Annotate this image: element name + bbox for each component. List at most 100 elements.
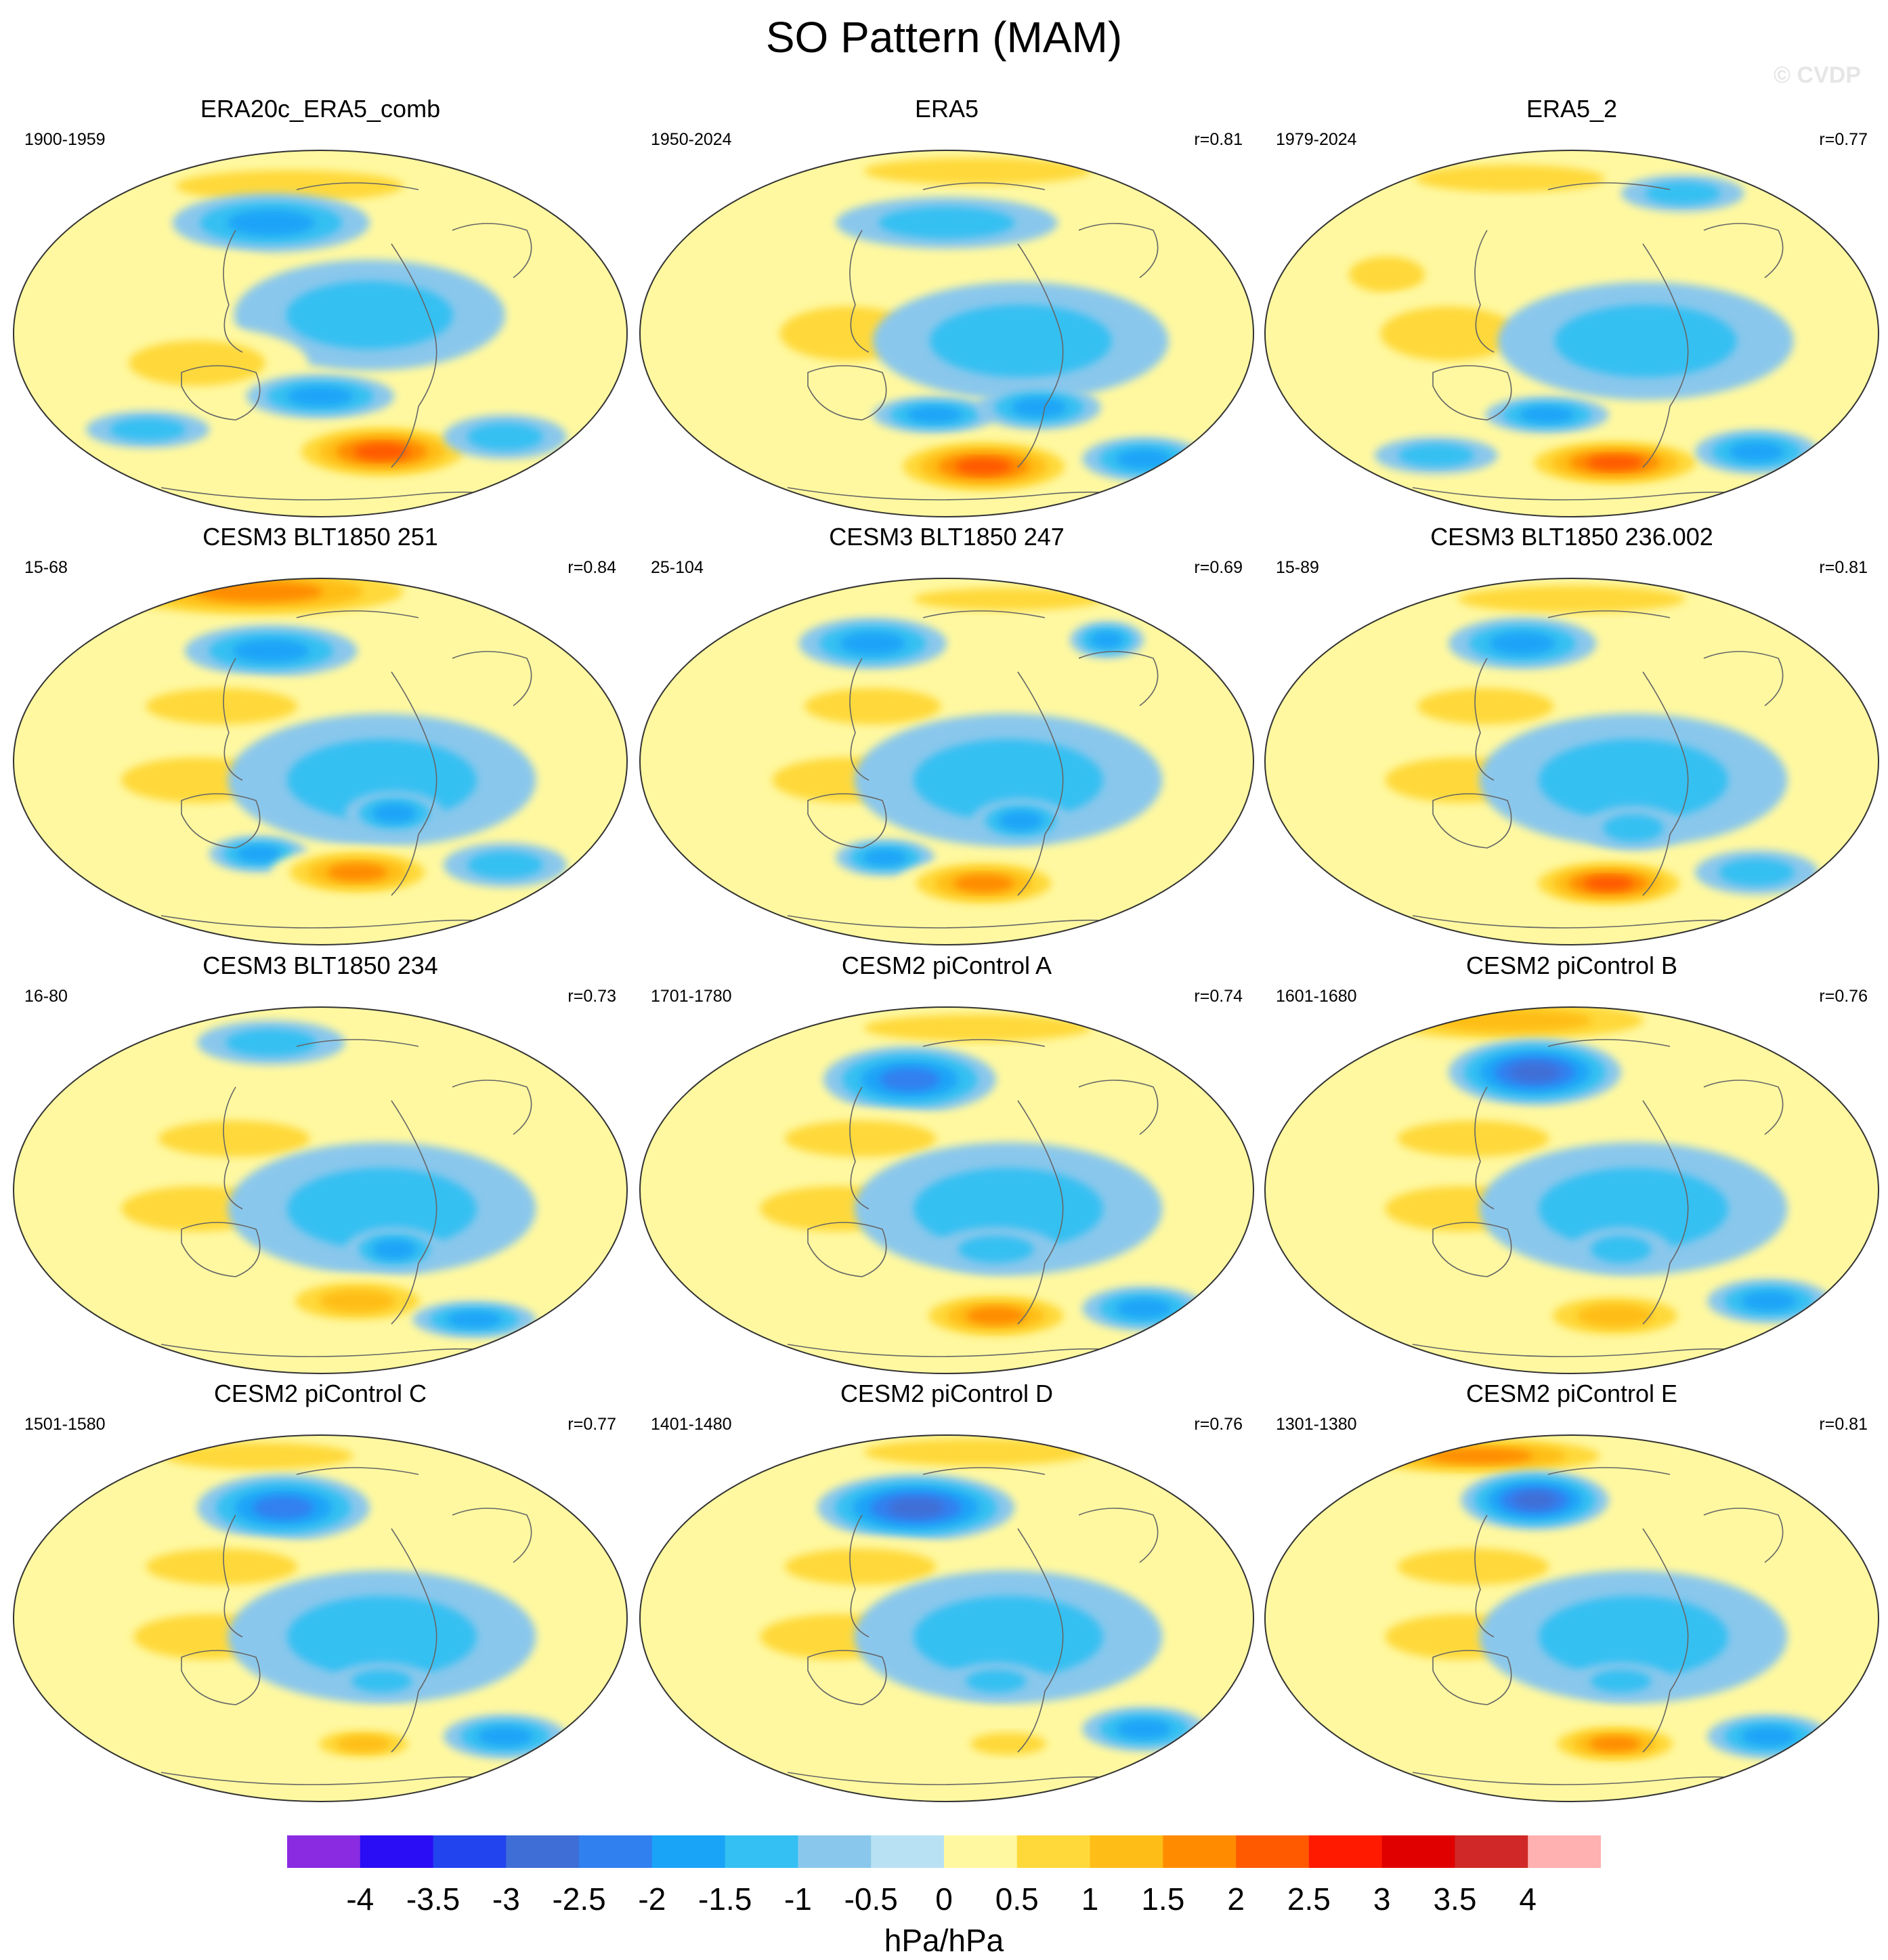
contour-region (194, 581, 323, 602)
contour-region (1425, 1448, 1533, 1464)
colorbar-swatch (651, 1835, 726, 1868)
contour-region (863, 1014, 1092, 1042)
map-figure (639, 1434, 1254, 1802)
coastline (1703, 1080, 1784, 1135)
coastline (1017, 1528, 1064, 1753)
contour-region (1397, 1120, 1549, 1157)
panel-correlation: r=0.81 (1194, 130, 1243, 149)
colorbar-swatch (1236, 1835, 1310, 1868)
colorbar-tick-label: -1.5 (698, 1881, 752, 1917)
panel-period: 1701-1780 (651, 987, 732, 1006)
colorbar-tick-label: -3.5 (406, 1881, 460, 1917)
map-panel: ERA20c_ERA5_comb 1900-1959 (12, 95, 628, 517)
coastline (1017, 671, 1064, 896)
contour-region (1729, 442, 1784, 462)
colorbar-tick-label: -0.5 (844, 1881, 898, 1917)
panel-period: 1979-2024 (1276, 130, 1357, 149)
contour-region (1539, 739, 1728, 822)
map-border (639, 1434, 1254, 1802)
map-panel: CESM2 piControl A 1701-1780 r=0.74 (639, 952, 1255, 1374)
panel-correlation: r=0.69 (1194, 558, 1243, 577)
coastline (1703, 651, 1784, 706)
contour-region (351, 1669, 412, 1692)
coastline (1642, 243, 1689, 468)
panel-title: CESM2 piControl E (1465, 1380, 1678, 1407)
contour-region (914, 739, 1103, 822)
panel-period: 1900-1959 (24, 130, 106, 149)
map-panel: CESM3 BLT1850 247 25-104 r=0.69 (639, 523, 1255, 945)
coastline (922, 1467, 1046, 1475)
colorbar-tick-label: 2 (1227, 1881, 1245, 1917)
panel-correlation: r=0.77 (1819, 130, 1868, 149)
coastline (849, 1086, 870, 1210)
panel-period: 1301-1380 (1276, 1415, 1357, 1434)
coastline (1474, 230, 1495, 353)
contour-region (970, 1732, 1046, 1755)
map-figure (639, 578, 1254, 945)
contour-region (804, 687, 941, 725)
coastline (1547, 1039, 1671, 1047)
coastline (452, 1080, 532, 1135)
colorbar-tick-label: 1.5 (1141, 1881, 1184, 1917)
coastline (391, 1528, 437, 1753)
contour-region (784, 1548, 937, 1585)
map-figure (1264, 1006, 1879, 1374)
contour-region (175, 170, 404, 202)
coastline (1547, 1467, 1671, 1475)
panel-title: CESM3 BLT1850 234 (202, 952, 438, 979)
coastline (452, 223, 532, 278)
contour-region (1489, 632, 1556, 656)
coastline (296, 182, 419, 190)
contour-region (1741, 1726, 1797, 1747)
contour-region (863, 849, 907, 866)
map-border (13, 578, 628, 945)
map-panel: CESM2 piControl B 1601-1680 r=0.76 (1264, 952, 1880, 1374)
map-figure (639, 150, 1254, 517)
contour-region (887, 1497, 945, 1518)
contour-region (998, 811, 1043, 831)
contour-region (1116, 1719, 1172, 1739)
coastline (181, 793, 261, 849)
map-border (1264, 1006, 1879, 1374)
contour-region (253, 1495, 314, 1520)
map-figure (13, 150, 628, 517)
contour-region (1012, 397, 1067, 418)
panel-title: CESM3 BLT1850 251 (202, 523, 438, 551)
contour-region (327, 863, 387, 882)
contour-region (226, 1029, 317, 1057)
contour-region (232, 639, 309, 662)
colorbar-swatch (871, 1835, 945, 1868)
coastline (1703, 1508, 1784, 1563)
contour-region (966, 1306, 1027, 1325)
panel-title: CESM3 BLT1850 247 (829, 523, 1065, 551)
coastline (181, 365, 261, 421)
coastline (452, 651, 532, 706)
coastline (181, 1650, 261, 1705)
contour-region (1349, 256, 1425, 293)
colorbar-tick-label: -3 (492, 1881, 520, 1917)
colorbar-swatch (798, 1835, 872, 1868)
map-panel: CESM2 piControl D 1401-1480 r=0.76 (639, 1380, 1255, 1802)
map-panel: ERA5_2 1979-2024 r=0.77 (1264, 95, 1880, 517)
panel-period: 1950-2024 (651, 130, 732, 149)
colorbar-swatch (1455, 1835, 1528, 1868)
panel-correlation: r=0.77 (567, 1415, 616, 1434)
colorbar-tick-label: 3 (1373, 1881, 1391, 1917)
coastline (1703, 223, 1784, 278)
panel-correlation: r=0.84 (567, 558, 616, 577)
contour-region (914, 1596, 1103, 1678)
colorbar: -4 -3.5 -3 -2.5 -2 -1.5 -1 -0.5 0 0.5 1 1.5 2 2.5 3 3.5… (287, 1835, 1601, 1917)
map-panel: ERA5 1950-2024 r=0.81 (639, 95, 1255, 517)
contour-region (929, 304, 1112, 378)
coastline (296, 610, 419, 618)
colorbar-tick-label: -1 (784, 1881, 812, 1917)
colorbar-swatch (1308, 1835, 1383, 1868)
colorbar-swatch (1528, 1835, 1601, 1868)
map-panel: CESM2 piControl C 1501-1580 r=0.77 (12, 1380, 628, 1802)
colorbar-tick-label: 2.5 (1287, 1881, 1331, 1917)
coastline (1474, 1086, 1495, 1210)
contour-region (287, 1168, 477, 1250)
colorbar-swatch (579, 1835, 653, 1868)
colorbar-tick-label: 0 (935, 1881, 953, 1917)
colorbar-swatch (506, 1835, 580, 1868)
